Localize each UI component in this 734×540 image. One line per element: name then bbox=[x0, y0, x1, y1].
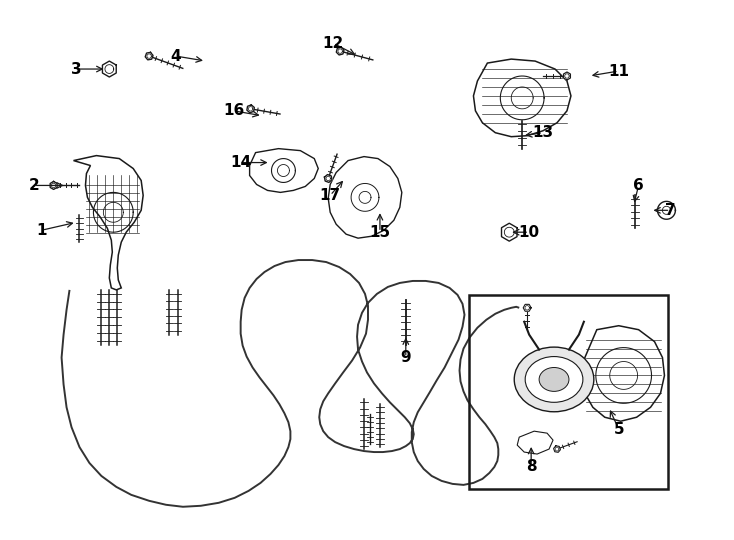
Text: 3: 3 bbox=[71, 62, 81, 77]
Text: 7: 7 bbox=[665, 203, 676, 218]
Text: 16: 16 bbox=[223, 103, 244, 118]
Polygon shape bbox=[336, 48, 344, 55]
Polygon shape bbox=[145, 52, 153, 60]
Polygon shape bbox=[523, 305, 531, 311]
Text: 4: 4 bbox=[171, 49, 181, 64]
Text: 15: 15 bbox=[369, 225, 390, 240]
Polygon shape bbox=[250, 148, 319, 192]
Polygon shape bbox=[517, 431, 553, 454]
Polygon shape bbox=[473, 59, 571, 137]
Polygon shape bbox=[247, 105, 255, 113]
Text: 11: 11 bbox=[608, 64, 629, 78]
Ellipse shape bbox=[515, 347, 594, 412]
Polygon shape bbox=[583, 326, 664, 421]
Polygon shape bbox=[328, 157, 401, 238]
Polygon shape bbox=[501, 223, 517, 241]
Polygon shape bbox=[658, 201, 675, 219]
Text: 8: 8 bbox=[526, 460, 537, 475]
Polygon shape bbox=[62, 260, 519, 507]
Polygon shape bbox=[103, 61, 116, 77]
Ellipse shape bbox=[539, 368, 569, 392]
Polygon shape bbox=[324, 174, 332, 183]
Polygon shape bbox=[73, 156, 143, 290]
Text: 12: 12 bbox=[322, 36, 344, 51]
Ellipse shape bbox=[526, 356, 583, 402]
Polygon shape bbox=[553, 446, 561, 453]
Text: 2: 2 bbox=[29, 178, 39, 193]
Text: 13: 13 bbox=[533, 125, 553, 140]
Text: 10: 10 bbox=[519, 225, 539, 240]
Text: 5: 5 bbox=[614, 422, 624, 437]
Bar bbox=[470, 295, 669, 489]
Text: 9: 9 bbox=[401, 350, 411, 365]
Text: 6: 6 bbox=[633, 178, 644, 193]
Text: 1: 1 bbox=[37, 222, 47, 238]
Polygon shape bbox=[564, 72, 570, 80]
Polygon shape bbox=[50, 181, 57, 190]
Text: 14: 14 bbox=[230, 155, 251, 170]
Text: 17: 17 bbox=[319, 188, 341, 203]
